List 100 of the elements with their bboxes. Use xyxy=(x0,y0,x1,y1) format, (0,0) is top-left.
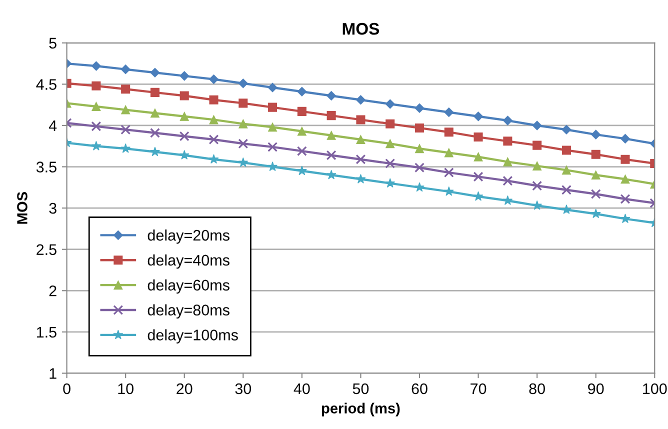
point xyxy=(209,95,218,104)
point xyxy=(179,131,190,142)
x-tick-label: 80 xyxy=(529,383,545,394)
point xyxy=(238,78,248,88)
point xyxy=(561,184,572,195)
point xyxy=(297,106,306,116)
point xyxy=(414,123,424,132)
point xyxy=(444,168,454,178)
point xyxy=(532,200,542,210)
point xyxy=(502,195,513,205)
point xyxy=(385,178,396,188)
chart-title: MOS xyxy=(342,22,380,35)
point xyxy=(326,170,336,180)
point xyxy=(150,146,160,156)
x-tick-label: 100 xyxy=(643,383,667,394)
point xyxy=(356,95,366,105)
legend-label: delay=60ms xyxy=(148,279,230,294)
point xyxy=(150,68,160,78)
y-tick-label: 1 xyxy=(50,368,56,379)
point xyxy=(620,214,630,224)
point xyxy=(268,142,278,152)
point xyxy=(562,124,572,134)
point xyxy=(386,139,395,148)
y-tick-label: 2.5 xyxy=(36,244,56,256)
y-tick-label: 1.5 xyxy=(37,326,56,338)
point xyxy=(444,128,454,137)
point xyxy=(620,174,630,184)
point xyxy=(532,120,542,130)
point xyxy=(180,112,189,121)
point xyxy=(179,150,190,160)
y-tick-label: 5 xyxy=(49,38,56,49)
point xyxy=(591,170,600,180)
point xyxy=(562,166,571,175)
point xyxy=(356,154,366,164)
x-tick-label: 50 xyxy=(352,383,369,394)
point xyxy=(356,174,366,184)
point xyxy=(326,150,336,160)
point xyxy=(180,91,189,100)
point xyxy=(503,136,512,146)
point xyxy=(150,88,160,97)
point xyxy=(120,124,131,135)
point xyxy=(209,115,218,124)
point xyxy=(326,111,336,120)
point xyxy=(91,140,102,150)
point xyxy=(297,126,306,136)
point xyxy=(414,162,425,173)
point xyxy=(92,102,101,112)
point xyxy=(414,144,424,154)
point xyxy=(502,176,513,186)
point xyxy=(532,140,542,150)
point xyxy=(444,186,454,196)
point xyxy=(92,81,101,90)
point xyxy=(414,103,424,113)
point xyxy=(503,157,512,166)
point xyxy=(326,90,336,101)
point xyxy=(591,150,600,159)
point xyxy=(620,194,630,204)
x-tick-label: 60 xyxy=(412,383,428,394)
point xyxy=(474,152,483,162)
point xyxy=(238,98,248,108)
point xyxy=(620,154,630,164)
point xyxy=(356,115,366,124)
point xyxy=(474,112,484,122)
point xyxy=(561,204,572,214)
legend-label: delay=100ms xyxy=(148,329,238,344)
legend-label: delay=80ms xyxy=(148,304,230,319)
point xyxy=(180,71,190,81)
point xyxy=(296,146,307,156)
point xyxy=(238,119,248,128)
point xyxy=(91,61,101,71)
point xyxy=(474,132,483,142)
y-tick-label: 3.5 xyxy=(36,162,56,172)
y-axis-title: MOS xyxy=(17,192,28,224)
x-tick-label: 90 xyxy=(588,383,604,394)
point xyxy=(356,135,366,144)
y-tick-label: 4.5 xyxy=(36,79,56,90)
point xyxy=(385,99,395,109)
point xyxy=(414,182,424,192)
point xyxy=(385,158,396,168)
point xyxy=(268,162,278,172)
point xyxy=(562,146,571,155)
point xyxy=(268,102,278,112)
x-tick-label: 10 xyxy=(118,383,134,394)
point xyxy=(296,166,307,176)
legend-label: delay=40ms xyxy=(148,254,230,269)
point xyxy=(532,161,542,170)
x-tick-label: 40 xyxy=(294,383,310,394)
point xyxy=(590,189,601,200)
point xyxy=(150,128,160,138)
y-tick-label: 4 xyxy=(48,120,57,132)
point xyxy=(208,74,219,84)
point xyxy=(121,84,130,94)
x-axis-title: period (ms) xyxy=(322,402,400,416)
point xyxy=(268,82,278,92)
y-tick-label: 2 xyxy=(49,286,56,296)
point xyxy=(444,108,454,118)
point xyxy=(208,134,219,145)
point xyxy=(120,143,131,153)
point xyxy=(238,157,248,167)
point xyxy=(444,148,454,158)
